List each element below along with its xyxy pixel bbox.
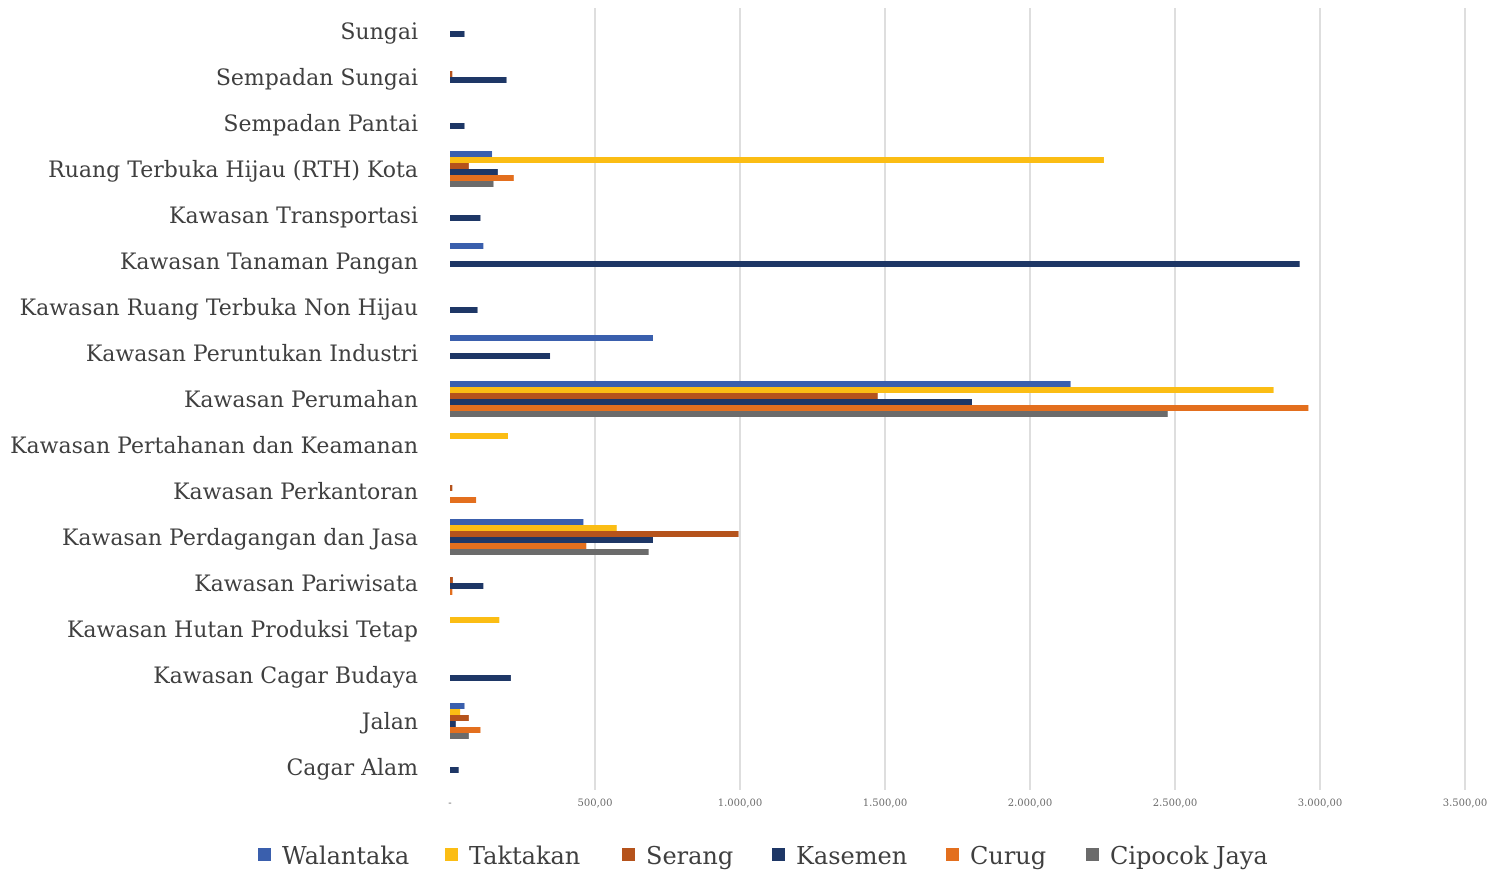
bar [450, 537, 653, 543]
legend-label: Cipocok Jaya [1110, 842, 1268, 870]
x-tick-label: 2.000,00 [1008, 798, 1053, 809]
legend-label: Curug [970, 842, 1046, 870]
category-label: Kawasan Perdagangan dan Jasa [62, 526, 418, 551]
bars [450, 31, 1309, 773]
legend-swatch [1086, 848, 1099, 861]
category-label: Kawasan Hutan Produksi Tetap [67, 618, 418, 643]
bar [450, 721, 456, 727]
bar [450, 767, 459, 773]
bar [450, 243, 484, 249]
x-tick-label: 3.000,00 [1298, 798, 1343, 809]
bar [450, 411, 1168, 417]
bar [450, 733, 469, 739]
legend: Walantaka Taktakan Serang Kasemen Curug Cipoc… [258, 842, 1268, 870]
legend-label: Serang [646, 842, 733, 870]
bar [450, 525, 617, 531]
bar [450, 727, 481, 733]
bar [450, 307, 478, 313]
legend-swatch [946, 848, 959, 861]
bar [450, 71, 453, 77]
x-tick-label: - [448, 798, 451, 809]
bar [450, 709, 461, 715]
bar [450, 405, 1309, 411]
bar [450, 353, 551, 359]
bar [450, 393, 878, 399]
x-tick-label: 1.500,00 [863, 798, 908, 809]
legend-label: Kasemen [796, 842, 907, 870]
category-label: Kawasan Tanaman Pangan [120, 250, 418, 275]
category-label: Sungai [340, 20, 418, 45]
category-label: Kawasan Cagar Budaya [153, 664, 418, 689]
legend-swatch [258, 848, 271, 861]
bar [450, 175, 514, 181]
category-labels: Sungai Sempadan Sungai Sempadan Pantai Ruan… [10, 20, 418, 781]
category-label: Jalan [360, 710, 418, 735]
legend-label: Walantaka [282, 842, 409, 870]
bar [450, 151, 493, 157]
bar [450, 549, 649, 555]
bar [450, 215, 481, 221]
category-label: Kawasan Peruntukan Industri [86, 342, 418, 367]
bar [450, 123, 465, 129]
bar [450, 77, 507, 83]
x-tick-label: 2.500,00 [1153, 798, 1198, 809]
category-label: Kawasan Pariwisata [194, 572, 418, 597]
bar [450, 485, 453, 491]
category-label: Cagar Alam [286, 756, 418, 781]
bar [450, 387, 1274, 393]
bar [450, 381, 1071, 387]
bar [450, 497, 477, 503]
bar [450, 399, 972, 405]
category-label: Sempadan Sungai [216, 66, 418, 91]
x-tick-label: 500,00 [578, 798, 613, 809]
legend-swatch [772, 848, 785, 861]
bar [450, 163, 469, 169]
bar [450, 617, 500, 623]
bar [450, 715, 469, 721]
bar [450, 675, 511, 681]
bar [450, 583, 484, 589]
legend-swatch [622, 848, 635, 861]
bar [450, 261, 1300, 267]
legend-swatch [445, 848, 458, 861]
legend-label: Taktakan [469, 842, 580, 870]
x-tick-label: 3.500,00 [1443, 798, 1488, 809]
bar [450, 543, 587, 549]
bar [450, 577, 453, 583]
bar [450, 531, 739, 537]
category-label: Kawasan Transportasi [169, 204, 418, 229]
bar [450, 433, 508, 439]
bar [450, 335, 653, 341]
bar [450, 703, 465, 709]
bar [450, 31, 465, 37]
category-label: Kawasan Ruang Terbuka Non Hijau [20, 296, 418, 321]
category-label: Kawasan Perumahan [184, 388, 418, 413]
category-label: Kawasan Pertahanan dan Keamanan [10, 434, 418, 459]
x-tick-label: 1.000,00 [718, 798, 763, 809]
bar [450, 157, 1104, 163]
category-label: Kawasan Perkantoran [173, 480, 418, 505]
bar [450, 589, 453, 595]
bar [450, 169, 498, 175]
category-label: Ruang Terbuka Hijau (RTH) Kota [48, 158, 418, 183]
bar [450, 519, 584, 525]
x-tick-labels: - 500,00 1.000,00 1.500,00 2.000,00 2.500,00 3… [448, 798, 1487, 809]
bar [450, 181, 494, 187]
category-label: Sempadan Pantai [223, 112, 418, 137]
